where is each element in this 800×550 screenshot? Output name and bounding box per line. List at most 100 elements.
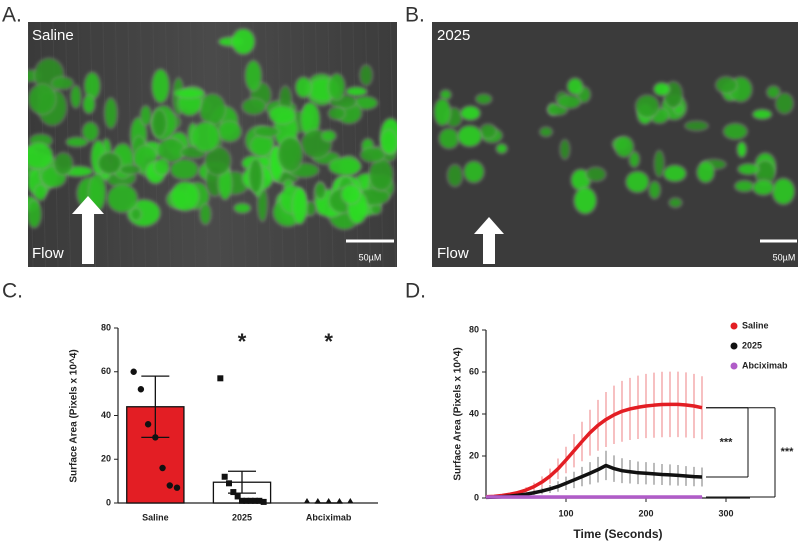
data-point (166, 482, 173, 489)
flow-arrow (474, 217, 504, 264)
y-axis-title: Surface Area (Pixels x 10^4) (453, 347, 464, 480)
aggregate (175, 88, 204, 98)
image-label: 2025 (437, 27, 470, 44)
panel-label: C. (2, 280, 23, 303)
x-tick-label: 2025 (232, 512, 252, 522)
aggregate (649, 181, 660, 198)
data-point (239, 497, 245, 504)
aggregate (120, 165, 141, 174)
data-point (234, 493, 241, 500)
aggregate (131, 208, 141, 220)
x-tick-label: Abciximab (306, 512, 352, 522)
y-tick-label: 80 (101, 322, 111, 332)
aggregate (755, 161, 775, 185)
aggregate (322, 130, 336, 141)
data-point (221, 473, 228, 480)
legend-label: 2025 (742, 340, 762, 350)
significance: *** (781, 446, 795, 458)
aggregate (615, 136, 633, 157)
streak (352, 22, 359, 267)
aggregate (753, 110, 772, 119)
aggregate (200, 204, 211, 224)
aggregate (245, 61, 261, 91)
series-line (485, 402, 703, 499)
aggregate (98, 153, 121, 174)
data-point (243, 497, 250, 504)
scale-label: 50µM (773, 252, 796, 262)
image-label: Saline (32, 27, 74, 44)
aggregate (28, 201, 41, 228)
aggregate (255, 126, 279, 137)
flow-arrow (72, 196, 104, 264)
panel-label: B. (405, 4, 425, 27)
y-axis-title: Surface Area (Pixels x 10^4) (69, 349, 80, 482)
aggregate (29, 84, 56, 114)
flow-label: Flow (32, 245, 64, 262)
aggregate (735, 181, 754, 192)
y-tick-label: 0 (106, 497, 111, 507)
aggregate (34, 185, 46, 201)
streak (240, 22, 246, 267)
aggregate (28, 143, 53, 169)
aggregate (636, 95, 659, 117)
data-point (130, 368, 137, 375)
aggregate (296, 77, 311, 97)
significance: * (324, 329, 333, 354)
data-point (159, 464, 166, 472)
data-point (144, 421, 152, 428)
data-point (252, 497, 258, 504)
aggregate (83, 122, 98, 141)
legend-swatch (730, 362, 738, 370)
aggregate (218, 121, 241, 142)
aggregate (315, 183, 325, 199)
aggregate (448, 165, 462, 186)
aggregate (737, 142, 746, 157)
aggregate (560, 140, 570, 159)
data-point (336, 498, 343, 503)
aggregate (83, 95, 95, 113)
panel-label: D. (405, 280, 426, 303)
platelet-aggregates (28, 22, 397, 267)
aggregate (152, 110, 166, 137)
aggregate (360, 65, 372, 85)
aggregate (664, 165, 686, 182)
aggregate (738, 164, 759, 175)
aggregate (439, 128, 459, 149)
flow-label: Flow (437, 245, 469, 262)
aggregate (654, 151, 664, 177)
aggregate (301, 102, 320, 137)
significance: * (238, 329, 247, 354)
x-tick-label: 200 (638, 508, 653, 518)
aggregate (724, 124, 747, 139)
aggregate (154, 159, 169, 175)
aggregate (540, 127, 552, 136)
aggregate (461, 106, 480, 120)
data-point (325, 498, 332, 503)
aggregate (108, 184, 137, 212)
y-tick-label: 40 (469, 408, 479, 418)
aggregate (249, 159, 262, 193)
x-tick-label: Saline (142, 512, 169, 522)
aggregate (341, 185, 360, 204)
data-point (314, 498, 321, 503)
aggregate (293, 188, 307, 224)
platelet-aggregates (432, 75, 796, 216)
series-line (485, 463, 703, 500)
aggregate (205, 147, 231, 175)
aggregate (192, 122, 219, 152)
aggregate (152, 69, 169, 103)
aggregate (54, 153, 73, 175)
y-tick-label: 40 (101, 410, 111, 420)
x-tick-label: 100 (558, 508, 573, 518)
aggregate (89, 174, 106, 211)
aggregate (586, 167, 606, 181)
aggregate (685, 121, 708, 130)
aggregate (84, 72, 100, 99)
aggregate (329, 107, 345, 120)
aggregate (105, 98, 117, 128)
aggregate (218, 168, 232, 200)
aggregate (361, 148, 384, 162)
aggregate (496, 144, 507, 153)
aggregate (251, 135, 273, 156)
data-point (137, 386, 145, 393)
